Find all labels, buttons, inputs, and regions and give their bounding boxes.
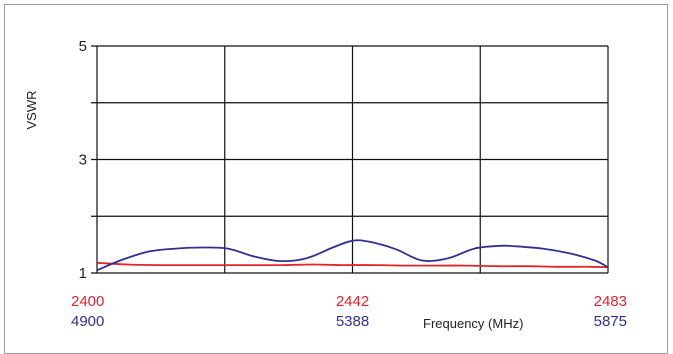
chart-frame: VSWR Frequency (MHz) 1 3 5 2400 2442 2483 4900… bbox=[4, 4, 668, 354]
vswr-chart: VSWR Frequency (MHz) 1 3 5 2400 2442 2483 4900… bbox=[24, 38, 627, 331]
x-axis-label: Frequency (MHz) bbox=[423, 316, 523, 331]
x-tick-label: 2483 bbox=[594, 293, 627, 310]
y-tick-label: 1 bbox=[79, 265, 87, 282]
x-tick-label: 5875 bbox=[594, 313, 627, 330]
series-line-1 bbox=[96, 239, 609, 272]
grid-layer bbox=[91, 45, 609, 274]
x-tick-label: 4900 bbox=[71, 313, 104, 330]
x-tick-label: 5388 bbox=[336, 313, 369, 330]
x-tick-label: 2442 bbox=[336, 293, 369, 310]
y-axis-label: VSWR bbox=[24, 91, 39, 130]
y-tick-label: 3 bbox=[79, 152, 87, 169]
label-layer: VSWR Frequency (MHz) 1 3 5 2400 2442 2483 4900… bbox=[24, 38, 627, 331]
series-layer bbox=[96, 239, 609, 272]
series-line-0 bbox=[96, 261, 609, 269]
x-tick-label: 2400 bbox=[71, 293, 104, 310]
y-tick-label: 5 bbox=[79, 38, 87, 55]
